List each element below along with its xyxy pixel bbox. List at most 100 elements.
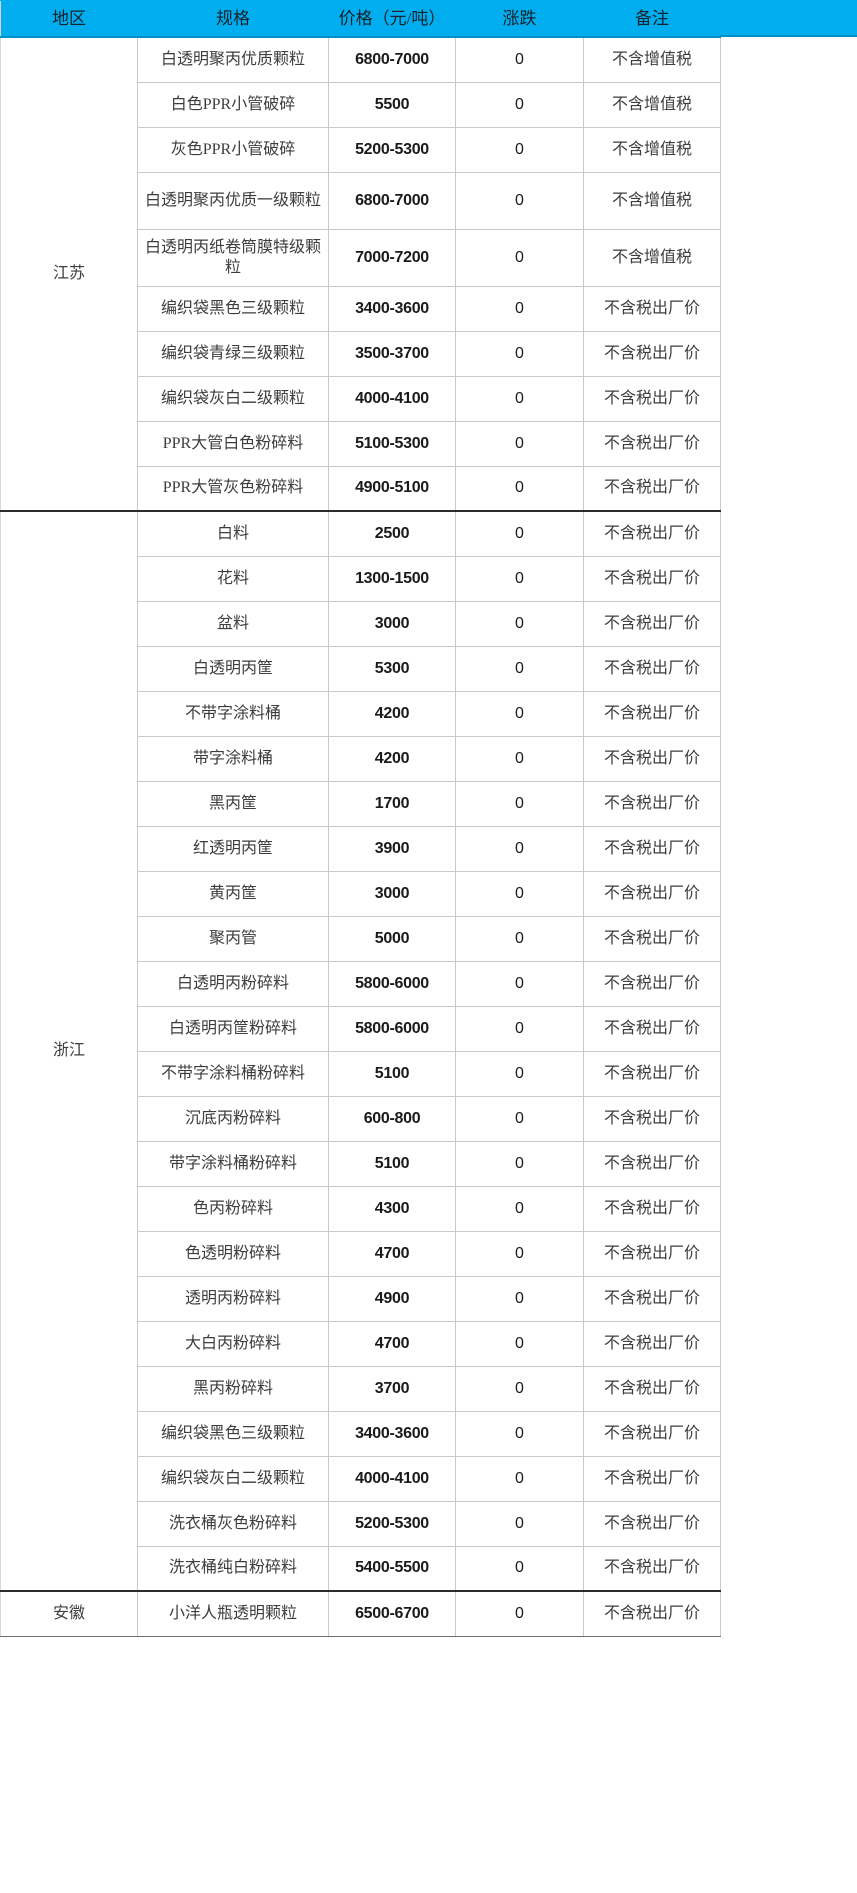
change-cell: 0 [455,37,584,83]
header-overhang-strip [720,0,857,37]
change-cell: 0 [455,1455,584,1502]
change-cell: 0 [455,375,584,422]
change-cell: 0 [455,915,584,962]
price-cell: 4900 [328,1275,456,1322]
column-header-price: 价格（元/吨） [328,0,456,38]
change-cell: 0 [455,81,584,128]
table-row: 编织袋黑色三级颗粒 3400-3600 0 不含税出厂价 [1,1410,721,1457]
change-cell: 0 [455,1545,584,1592]
table-row: 不带字涂料桶粉碎料 5100 0 不含税出厂价 [1,1050,721,1097]
spec-cell: 色透明粉碎料 [137,1230,329,1277]
table-row: 编织袋黑色三级颗粒 3400-3600 0 不含税出厂价 [1,285,721,332]
column-header-change: 涨跌 [455,0,584,38]
price-cell: 5500 [328,81,456,128]
price-cell: 5800-6000 [328,960,456,1007]
spec-cell: 带字涂料桶粉碎料 [137,1140,329,1187]
table-row: 带字涂料桶 4200 0 不含税出厂价 [1,735,721,782]
price-cell: 6500-6700 [328,1590,456,1637]
remark-cell: 不含税出厂价 [583,690,721,737]
change-cell: 0 [455,600,584,647]
change-cell: 0 [455,330,584,377]
remark-cell: 不含税出厂价 [583,510,721,557]
remark-cell: 不含税出厂价 [583,555,721,602]
spec-cell: 灰色PPR小管破碎 [137,126,329,173]
region-cell: 江苏 [0,37,138,512]
spec-cell: 盆料 [137,600,329,647]
spec-cell: 白透明聚丙优质颗粒 [137,37,329,83]
change-cell: 0 [455,735,584,782]
table-row: 透明丙粉碎料 4900 0 不含税出厂价 [1,1275,721,1322]
spec-cell: 不带字涂料桶粉碎料 [137,1050,329,1097]
spec-cell: 编织袋黑色三级颗粒 [137,1410,329,1457]
spec-cell: 黄丙筐 [137,870,329,917]
column-header-remark: 备注 [583,0,721,38]
spec-cell: 聚丙管 [137,915,329,962]
table-row: 红透明丙筐 3900 0 不含税出厂价 [1,825,721,872]
price-cell: 600-800 [328,1095,456,1142]
price-cell: 5100 [328,1050,456,1097]
price-cell: 3500-3700 [328,330,456,377]
spec-cell: 花料 [137,555,329,602]
spec-cell: 编织袋黑色三级颗粒 [137,285,329,332]
price-table-sheet: 地区 规格 价格（元/吨） 涨跌 备注 江苏 白透明聚丙优质颗粒 6800-7000… [0,0,857,1637]
price-cell: 6800-7000 [328,171,456,230]
price-cell: 5200-5300 [328,126,456,173]
table-row: 色丙粉碎料 4300 0 不含税出厂价 [1,1185,721,1232]
change-cell: 0 [455,960,584,1007]
change-cell: 0 [455,1365,584,1412]
spec-cell: 洗衣桶灰色粉碎料 [137,1500,329,1547]
table-row: 浙江 白料 2500 0 不含税出厂价 [0,510,721,1592]
remark-cell: 不含税出厂价 [583,465,721,512]
change-cell: 0 [455,1050,584,1097]
price-cell: 5000 [328,915,456,962]
change-cell: 0 [455,690,584,737]
change-cell: 0 [455,1590,584,1637]
change-cell: 0 [455,870,584,917]
price-cell: 1700 [328,780,456,827]
table-row: 黑丙粉碎料 3700 0 不含税出厂价 [1,1365,721,1412]
change-cell: 0 [455,465,584,512]
price-cell: 3000 [328,600,456,647]
spec-cell: 大白丙粉碎料 [137,1320,329,1367]
remark-cell: 不含税出厂价 [583,330,721,377]
table-row: 带字涂料桶粉碎料 5100 0 不含税出厂价 [1,1140,721,1187]
price-cell: 3900 [328,825,456,872]
change-cell: 0 [455,1095,584,1142]
price-cell: 1300-1500 [328,555,456,602]
price-cell: 5200-5300 [328,1500,456,1547]
remark-cell: 不含增值税 [583,37,721,83]
price-cell: 4000-4100 [328,1455,456,1502]
spec-cell: 白料 [137,510,329,557]
table-row: PPR大管灰色粉碎料 4900-5100 0 不含税出厂价 [1,465,721,512]
remark-cell: 不含税出厂价 [583,1545,721,1592]
price-cell: 5300 [328,645,456,692]
change-cell: 0 [455,285,584,332]
spec-cell: 洗衣桶纯白粉碎料 [137,1545,329,1592]
price-cell: 4900-5100 [328,465,456,512]
price-cell: 3400-3600 [328,1410,456,1457]
spec-cell: 白色PPR小管破碎 [137,81,329,128]
spec-cell: 红透明丙筐 [137,825,329,872]
change-cell: 0 [455,1275,584,1322]
price-cell: 4000-4100 [328,375,456,422]
price-cell: 5100 [328,1140,456,1187]
remark-cell: 不含税出厂价 [583,645,721,692]
remark-cell: 不含税出厂价 [583,735,721,782]
remark-cell: 不含税出厂价 [583,1050,721,1097]
table-row: 白透明丙纸卷筒膜特级颗粒 7000-7200 0 不含增值税 [1,228,721,287]
spec-cell: 带字涂料桶 [137,735,329,782]
region-cell: 安徽 [0,1590,138,1637]
spec-cell: 白透明丙筐 [137,645,329,692]
recycled-plastic-price-table: 地区 规格 价格（元/吨） 涨跌 备注 江苏 白透明聚丙优质颗粒 6800-7000… [0,0,721,1637]
remark-cell: 不含税出厂价 [583,1140,721,1187]
remark-cell: 不含税出厂价 [583,1005,721,1052]
remark-cell: 不含税出厂价 [583,1410,721,1457]
spec-cell: 黑丙筐 [137,780,329,827]
price-cell: 7000-7200 [328,228,456,287]
spec-cell: 色丙粉碎料 [137,1185,329,1232]
remark-cell: 不含税出厂价 [583,1095,721,1142]
remark-cell: 不含增值税 [583,171,721,230]
remark-cell: 不含增值税 [583,228,721,287]
remark-cell: 不含税出厂价 [583,1590,721,1637]
spec-cell: 白透明丙筐粉碎料 [137,1005,329,1052]
